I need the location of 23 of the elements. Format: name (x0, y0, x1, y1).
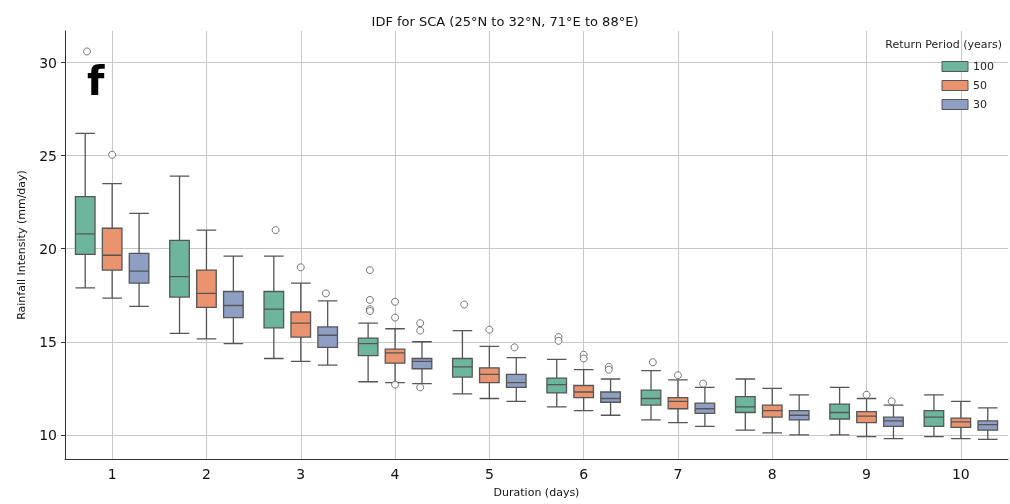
y-tick-label: 30 (39, 54, 57, 71)
x-tick-label: 2 (201, 466, 211, 482)
legend-label: 100 (973, 60, 994, 73)
chart-title: IDF for SCA (25°N to 32°N, 71°E to 88°E) (371, 14, 639, 29)
legend-label: 30 (973, 98, 987, 111)
legend-title: Return Period (years) (885, 38, 1003, 51)
y-tick-label: 10 (39, 426, 57, 443)
annotation: f (87, 58, 105, 104)
x-tick-label: 5 (484, 466, 494, 482)
x-tick-label: 7 (673, 466, 683, 482)
x-tick-label: 8 (767, 466, 777, 482)
y-tick-label: 20 (39, 240, 57, 257)
x-tick-label: 6 (579, 466, 589, 482)
y-tick-label: 15 (39, 333, 57, 350)
x-axis-title: Duration (days) (493, 486, 580, 499)
y-axis-title: Rainfall Intensity (mm/day) (15, 170, 28, 320)
x-tick-label: 3 (296, 466, 306, 482)
x-tick-label: 1 (107, 466, 117, 482)
x-tick-label: 10 (951, 466, 970, 482)
legend-label: 50 (973, 79, 987, 92)
x-tick-label: 9 (862, 466, 872, 482)
x-tick-label: 4 (390, 466, 400, 482)
y-tick-label: 25 (39, 147, 57, 164)
